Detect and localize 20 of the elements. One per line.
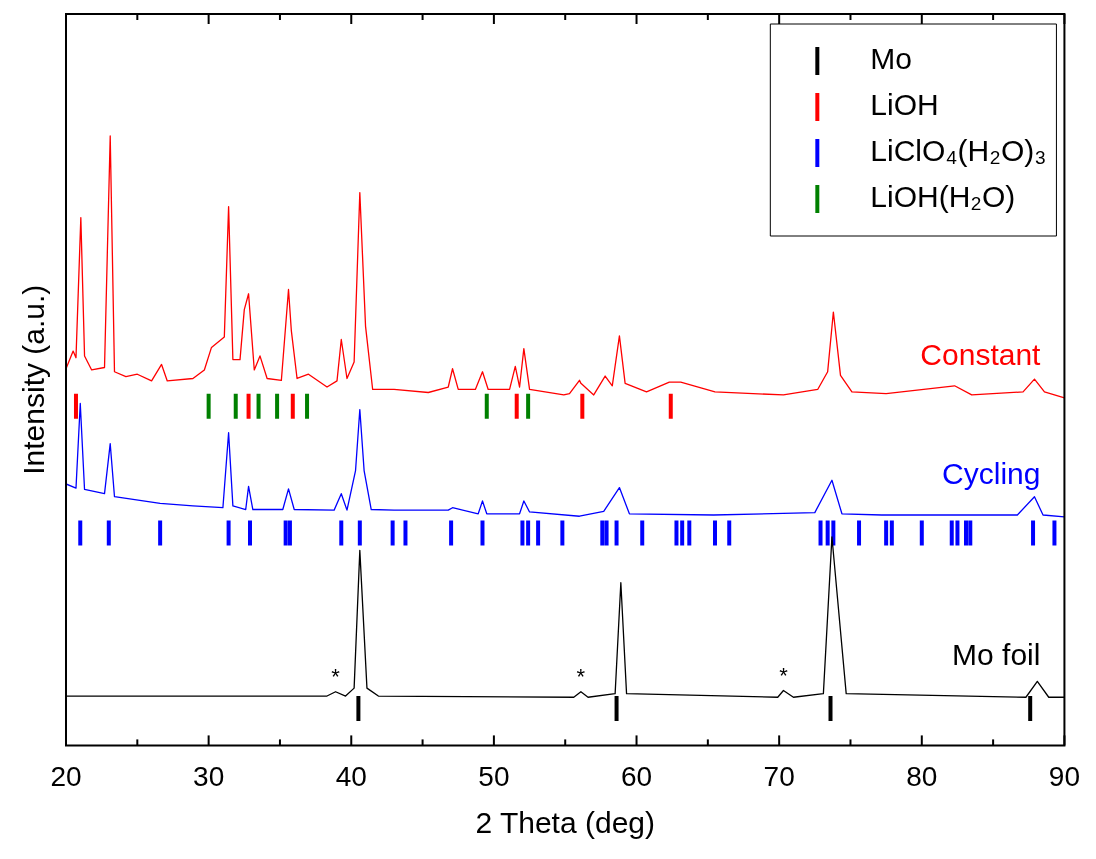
x-tick-label: 40 [335, 760, 367, 792]
y-axis-title: Intensity (a.u.) [17, 284, 51, 475]
x-tick-label: 20 [50, 760, 82, 792]
series-label: Cycling [942, 457, 1041, 491]
x-tick-label: 90 [1048, 760, 1081, 792]
x-tick-label: 30 [193, 760, 225, 792]
x-tick-label: 80 [906, 760, 938, 792]
annotation: * [331, 663, 341, 689]
series-label: Constant [920, 338, 1042, 372]
legend-label: Mo [870, 42, 913, 76]
annotation: * [576, 663, 586, 689]
x-tick-label: 50 [478, 760, 510, 792]
series-label: Mo foil [952, 637, 1041, 671]
legend-label: LiOH [870, 88, 939, 122]
legend-label: LiClO₄(H₂O)₃ [870, 134, 1047, 168]
legend-label: LiOH(H₂O) [870, 180, 1016, 214]
x-tick-label: 60 [620, 760, 653, 792]
annotation: * [779, 662, 789, 688]
x-axis-title: 2 Theta (deg) [475, 806, 655, 840]
x-tick-label: 70 [763, 760, 795, 792]
